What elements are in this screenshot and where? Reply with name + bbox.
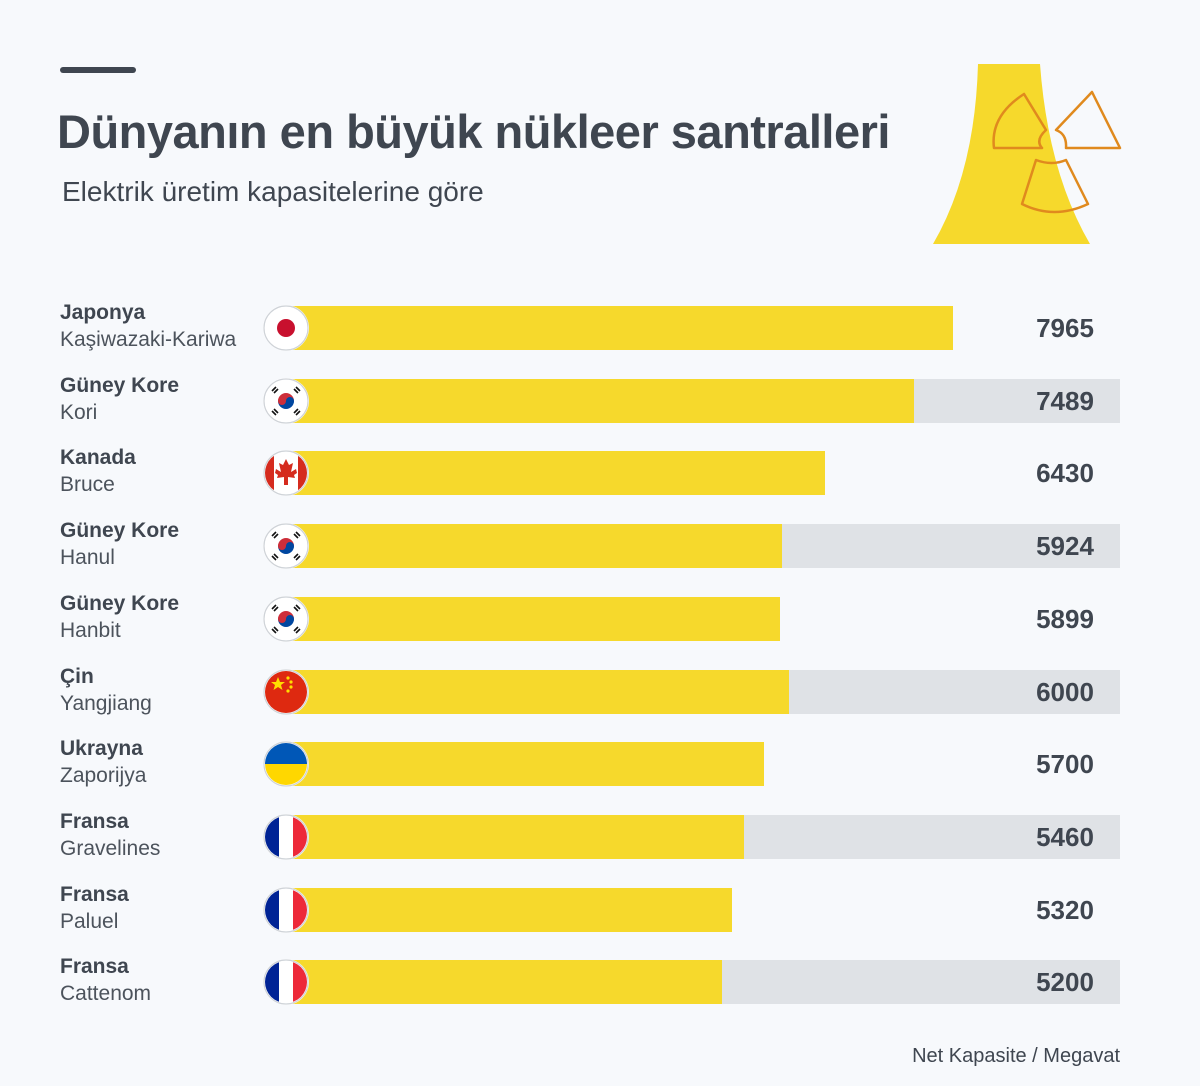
plant-label: Kori [60, 401, 98, 424]
row-label: Fransa Cattenom [60, 954, 260, 1008]
row-label: Japonya Kaşiwazaki-Kariwa [60, 300, 260, 354]
plant-label: Kaşiwazaki-Kariwa [60, 328, 237, 351]
country-label: Fransa [60, 883, 129, 906]
plant-label: Bruce [60, 473, 115, 496]
bar [286, 379, 914, 423]
row-label: Çin Yangjiang [60, 664, 260, 718]
plant-label: Cattenom [60, 982, 152, 1005]
plant-label: Gravelines [60, 837, 161, 860]
plant-label: Yangjiang [60, 692, 152, 715]
value-label: 5899 [1036, 604, 1094, 634]
plant-label: Paluel [60, 910, 119, 933]
top-rule [60, 67, 136, 73]
bar [286, 670, 789, 714]
plant-label: Zaporijya [60, 764, 147, 787]
row-label: Ukrayna Zaporijya [60, 736, 260, 790]
country-label: Kanada [60, 446, 136, 469]
value-label: 5460 [1036, 822, 1094, 852]
plant-label: Hanbit [60, 619, 121, 642]
value-label: 5700 [1036, 749, 1094, 779]
country-label: Japonya [60, 301, 146, 324]
row-label: Fransa Gravelines [60, 809, 260, 863]
country-label: Güney Kore [60, 592, 180, 615]
bar [286, 742, 764, 786]
cooling-tower-icon [933, 64, 1122, 244]
bar [286, 888, 732, 932]
country-label: Güney Kore [60, 374, 180, 397]
value-label: 5320 [1036, 895, 1094, 925]
country-label: Çin [60, 665, 94, 688]
bar [286, 960, 722, 1004]
value-label: 5924 [1036, 531, 1094, 561]
footnote: Net Kapasite / Megavat [912, 1045, 1120, 1067]
row-label: Güney Kore Hanbit [60, 591, 260, 645]
row-label: Güney Kore Hanul [60, 518, 260, 572]
bar [286, 451, 825, 495]
value-label: 7489 [1036, 386, 1094, 416]
value-label: 5200 [1036, 967, 1094, 997]
plant-label: Hanul [60, 546, 115, 569]
country-label: Fransa [60, 810, 129, 833]
value-label: 6430 [1036, 458, 1094, 488]
row-label: Güney Kore Kori [60, 373, 260, 427]
radiation-symbol-icon [992, 90, 1122, 214]
country-label: Fransa [60, 955, 129, 978]
tower-shape [933, 64, 1090, 244]
country-label: Ukrayna [60, 737, 143, 760]
bar [286, 815, 744, 859]
chart-subtitle: Elektrik üretim kapasitelerine göre [62, 176, 484, 207]
bar [286, 597, 780, 641]
row-label: Fransa Paluel [60, 882, 260, 936]
country-label: Güney Kore [60, 519, 180, 542]
bar [286, 306, 953, 350]
bar [286, 524, 782, 568]
chart-title: Dünyanın en büyük nükleer santralleri [57, 105, 890, 158]
value-label: 7965 [1036, 313, 1094, 343]
value-label: 6000 [1036, 677, 1094, 707]
row-label: Kanada Bruce [60, 445, 260, 499]
